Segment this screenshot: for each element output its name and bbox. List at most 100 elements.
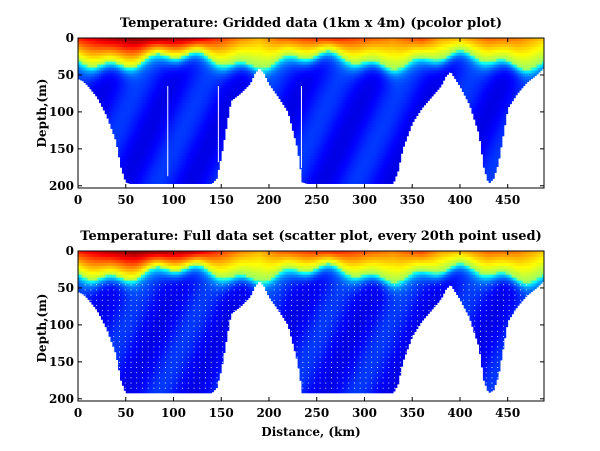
temperature-cell bbox=[202, 126, 205, 131]
temperature-cell bbox=[312, 120, 316, 125]
temperature-cell bbox=[318, 70, 321, 74]
temperature-cell bbox=[192, 126, 195, 131]
temperature-cell bbox=[192, 103, 195, 107]
temperature-cell bbox=[135, 58, 138, 63]
temperature-cell bbox=[289, 88, 293, 92]
temperature-cell bbox=[133, 173, 136, 178]
temperature-cell bbox=[202, 162, 205, 166]
temperature-cell bbox=[213, 150, 216, 154]
temperature-cell bbox=[154, 40, 157, 45]
temperature-cell bbox=[127, 64, 130, 68]
temperature-cell bbox=[194, 88, 197, 92]
temperature-cell bbox=[305, 67, 308, 71]
temperature-cell bbox=[312, 88, 316, 92]
temperature-cell bbox=[320, 153, 323, 157]
temperature-cell bbox=[311, 147, 314, 151]
temperature-cell bbox=[158, 114, 161, 119]
temperature-cell bbox=[276, 70, 279, 74]
temperature-cell bbox=[301, 114, 304, 119]
temperature-cell bbox=[183, 114, 186, 119]
temperature-cell bbox=[148, 94, 151, 98]
temperature-cell bbox=[326, 150, 329, 154]
temperature-cell bbox=[280, 85, 283, 89]
temperature-cell bbox=[200, 173, 203, 178]
temperature-cell bbox=[286, 76, 289, 80]
temperature-cell bbox=[307, 85, 310, 89]
temperature-cell bbox=[173, 114, 176, 119]
temperature-cell bbox=[133, 108, 136, 113]
temperature-cell bbox=[204, 135, 207, 139]
temperature-cell bbox=[188, 46, 192, 51]
temperature-cell bbox=[309, 55, 312, 60]
temperature-cell bbox=[324, 114, 327, 119]
temperature-cell bbox=[335, 100, 339, 104]
temperature-cell bbox=[142, 147, 146, 151]
temperature-cell bbox=[169, 67, 172, 71]
temperature-cell bbox=[118, 85, 121, 89]
temperature-cell bbox=[141, 103, 144, 107]
temperature-cell bbox=[81, 58, 85, 63]
temperature-cell bbox=[120, 100, 123, 104]
temperature-cell bbox=[322, 97, 325, 101]
temperature-cell bbox=[232, 61, 236, 66]
temperature-cell bbox=[236, 94, 239, 97]
temperature-cell bbox=[225, 67, 228, 71]
temperature-cell bbox=[137, 114, 140, 119]
temperature-cell bbox=[316, 61, 320, 66]
temperature-cell bbox=[188, 117, 192, 122]
temperature-cell bbox=[221, 46, 224, 51]
temperature-cell bbox=[282, 49, 285, 54]
temperature-cell bbox=[181, 76, 184, 80]
temperature-cell bbox=[225, 111, 228, 116]
temperature-cell bbox=[219, 46, 222, 51]
temperature-cell bbox=[282, 76, 285, 80]
temperature-cell bbox=[320, 97, 323, 101]
temperature-cell bbox=[318, 165, 321, 169]
temperature-cell bbox=[333, 49, 337, 54]
temperature-cell bbox=[152, 144, 155, 148]
temperature-cell bbox=[181, 55, 184, 60]
temperature-cell bbox=[142, 176, 146, 181]
temperature-cell bbox=[312, 182, 316, 184]
temperature-cell bbox=[270, 55, 274, 60]
temperature-cell bbox=[167, 79, 171, 83]
temperature-cell bbox=[169, 182, 172, 184]
temperature-cell bbox=[276, 40, 279, 45]
temperature-cell bbox=[326, 52, 329, 57]
temperature-cell bbox=[240, 82, 243, 86]
temperature-cell bbox=[188, 132, 192, 136]
temperature-cell bbox=[171, 67, 174, 71]
temperature-cell bbox=[78, 40, 81, 45]
temperature-cell bbox=[173, 123, 176, 128]
temperature-cell bbox=[148, 58, 151, 63]
temperature-cell bbox=[127, 159, 130, 163]
temperature-cell bbox=[192, 176, 195, 181]
temperature-cell bbox=[326, 156, 329, 160]
temperature-cell bbox=[162, 91, 165, 95]
temperature-cell bbox=[247, 79, 251, 83]
temperature-cell bbox=[265, 70, 268, 74]
temperature-cell bbox=[144, 176, 148, 181]
temperature-cell bbox=[152, 168, 155, 172]
temperature-cell bbox=[207, 108, 211, 113]
temperature-cell bbox=[305, 38, 308, 42]
temperature-cell bbox=[165, 147, 169, 151]
temperature-cell bbox=[217, 168, 220, 170]
temperature-cell bbox=[335, 111, 339, 116]
temperature-cell bbox=[152, 73, 155, 77]
temperature-cell bbox=[202, 61, 205, 66]
temperature-cell bbox=[253, 52, 257, 57]
temperature-cell bbox=[108, 103, 111, 107]
temperature-cell bbox=[265, 55, 268, 60]
temperature-cell bbox=[163, 64, 167, 68]
temperature-cell bbox=[186, 173, 190, 178]
temperature-cell bbox=[307, 126, 310, 131]
temperature-cell bbox=[314, 94, 318, 98]
temperature-cell bbox=[160, 165, 163, 169]
temperature-cell bbox=[131, 46, 134, 51]
temperature-cell bbox=[312, 55, 316, 60]
temperature-cell bbox=[152, 49, 155, 54]
temperature-cell bbox=[205, 94, 209, 98]
temperature-cell bbox=[142, 46, 146, 51]
temperature-cell bbox=[307, 70, 310, 74]
